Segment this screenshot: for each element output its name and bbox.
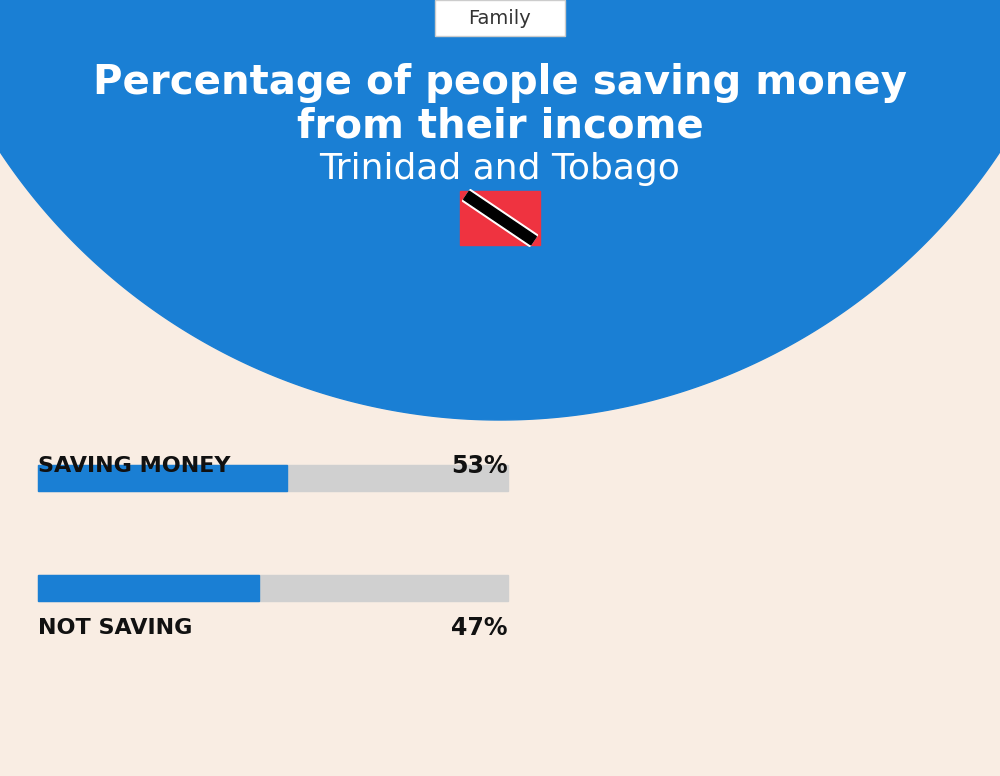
Text: 47%: 47% (452, 616, 508, 640)
Text: 53%: 53% (451, 454, 508, 478)
Bar (460, 191, 540, 245)
Text: from their income: from their income (297, 106, 703, 146)
Text: NOT SAVING: NOT SAVING (38, 618, 192, 638)
Bar (38, 575, 508, 601)
Polygon shape (464, 191, 536, 244)
Text: SAVING MONEY: SAVING MONEY (38, 456, 230, 476)
Bar (38, 575, 259, 601)
Text: Percentage of people saving money: Percentage of people saving money (93, 63, 907, 103)
Bar (38, 465, 508, 491)
Text: Trinidad and Tobago: Trinidad and Tobago (320, 152, 680, 186)
Text: Family: Family (469, 9, 531, 27)
FancyBboxPatch shape (435, 0, 565, 36)
Polygon shape (462, 189, 538, 247)
Polygon shape (0, 0, 1000, 420)
Bar (38, 465, 287, 491)
